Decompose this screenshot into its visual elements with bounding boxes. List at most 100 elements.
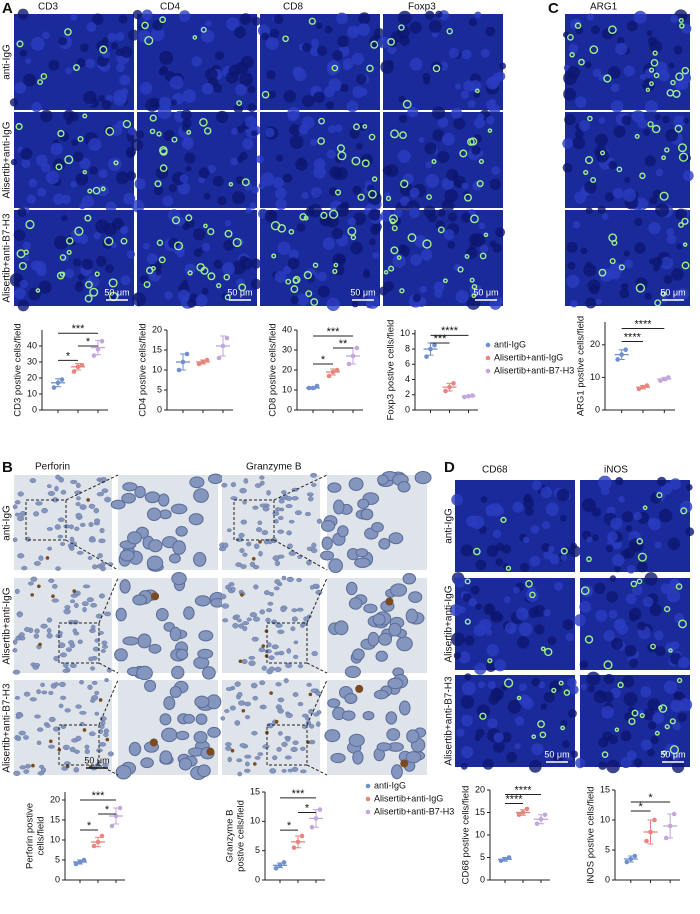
stained-cell	[105, 737, 110, 742]
scale-bar-label: 50 μm	[544, 749, 569, 759]
nucleus	[608, 609, 618, 619]
stained-cell	[104, 236, 114, 246]
nucleus	[281, 769, 287, 773]
significance-label: *	[305, 802, 310, 814]
zoom-guide	[98, 577, 119, 624]
nucleus	[231, 128, 238, 135]
nucleus	[574, 129, 584, 139]
nucleus	[473, 117, 486, 129]
column-label: ARG1	[590, 2, 618, 13]
stained-cell	[200, 26, 207, 33]
stained-cell	[383, 269, 389, 275]
nucleus	[248, 656, 256, 660]
nucleus	[249, 612, 258, 618]
nucleus	[239, 255, 248, 265]
stained-cell	[368, 133, 376, 141]
row-label: anti-IgG	[2, 44, 13, 80]
nucleus	[425, 10, 435, 20]
nucleus	[618, 496, 625, 503]
nucleus	[489, 98, 497, 106]
nucleus	[220, 593, 227, 600]
nucleus	[178, 757, 193, 771]
nucleus	[234, 720, 241, 726]
stained-cell	[407, 233, 417, 242]
nucleus	[16, 735, 22, 742]
stained-cell	[614, 727, 620, 733]
nucleus	[386, 728, 401, 741]
nucleus	[326, 149, 336, 159]
stained-cell	[471, 293, 477, 299]
nucleus	[269, 768, 277, 774]
nucleus	[275, 198, 287, 211]
nucleus	[178, 10, 191, 22]
nucleus	[441, 199, 455, 213]
nucleus	[155, 166, 169, 180]
y-tick-label: 10	[600, 814, 610, 824]
nucleus	[57, 517, 65, 522]
nucleus	[120, 46, 133, 58]
nucleus	[41, 507, 48, 514]
y-tick-label: 0	[595, 404, 600, 414]
nucleus	[407, 106, 419, 118]
nucleus	[277, 516, 284, 520]
nucleus	[163, 129, 175, 142]
stained-cell	[464, 578, 471, 585]
nucleus	[40, 682, 45, 687]
nucleus	[378, 286, 388, 296]
nucleus	[20, 147, 33, 160]
stained-cell	[469, 277, 475, 283]
nucleus	[291, 608, 298, 613]
stained-cell	[473, 547, 481, 556]
nucleus	[531, 480, 543, 491]
nucleus	[225, 584, 232, 590]
nucleus	[258, 550, 263, 557]
nucleus	[300, 746, 306, 751]
nucleus	[624, 176, 631, 183]
nucleus	[30, 36, 45, 51]
nucleus	[131, 138, 144, 151]
nucleus	[451, 107, 463, 119]
nucleus	[70, 593, 78, 598]
nucleus	[205, 20, 212, 27]
stained-cell	[238, 283, 247, 292]
nucleus	[610, 100, 624, 113]
nucleus	[184, 263, 196, 275]
nucleus	[274, 666, 282, 673]
nucleus	[272, 755, 278, 761]
nucleus	[198, 630, 214, 642]
error-bar	[310, 386, 316, 390]
nucleus	[580, 683, 587, 691]
y-axis-label: CD68 postive cells/field	[461, 786, 472, 885]
nucleus	[585, 207, 593, 215]
nucleus	[235, 83, 247, 96]
stained-cell	[25, 219, 35, 230]
nucleus	[289, 111, 299, 121]
stained-cell	[308, 692, 313, 697]
nucleus	[287, 257, 300, 270]
nucleus	[344, 665, 361, 679]
nucleus	[603, 691, 614, 703]
stained-cell	[18, 261, 27, 271]
nucleus	[36, 740, 42, 745]
nucleus	[172, 540, 186, 555]
data-point	[117, 805, 123, 811]
stained-cell	[459, 149, 468, 158]
nucleus	[453, 263, 461, 272]
nucleus	[503, 596, 511, 604]
nucleus	[450, 632, 465, 647]
data-point	[91, 353, 97, 358]
stained-cell	[589, 45, 599, 55]
stained-cell	[479, 712, 487, 720]
nucleus	[634, 217, 643, 227]
nucleus	[120, 275, 131, 286]
nucleus	[181, 137, 194, 150]
nucleus	[221, 482, 228, 488]
nucleus	[675, 208, 688, 221]
nucleus	[87, 556, 93, 560]
stained-cell	[261, 90, 270, 99]
stained-cell	[371, 176, 378, 182]
data-point	[346, 361, 352, 367]
nucleus	[170, 503, 188, 515]
nucleus	[478, 618, 492, 632]
nucleus	[666, 234, 677, 245]
